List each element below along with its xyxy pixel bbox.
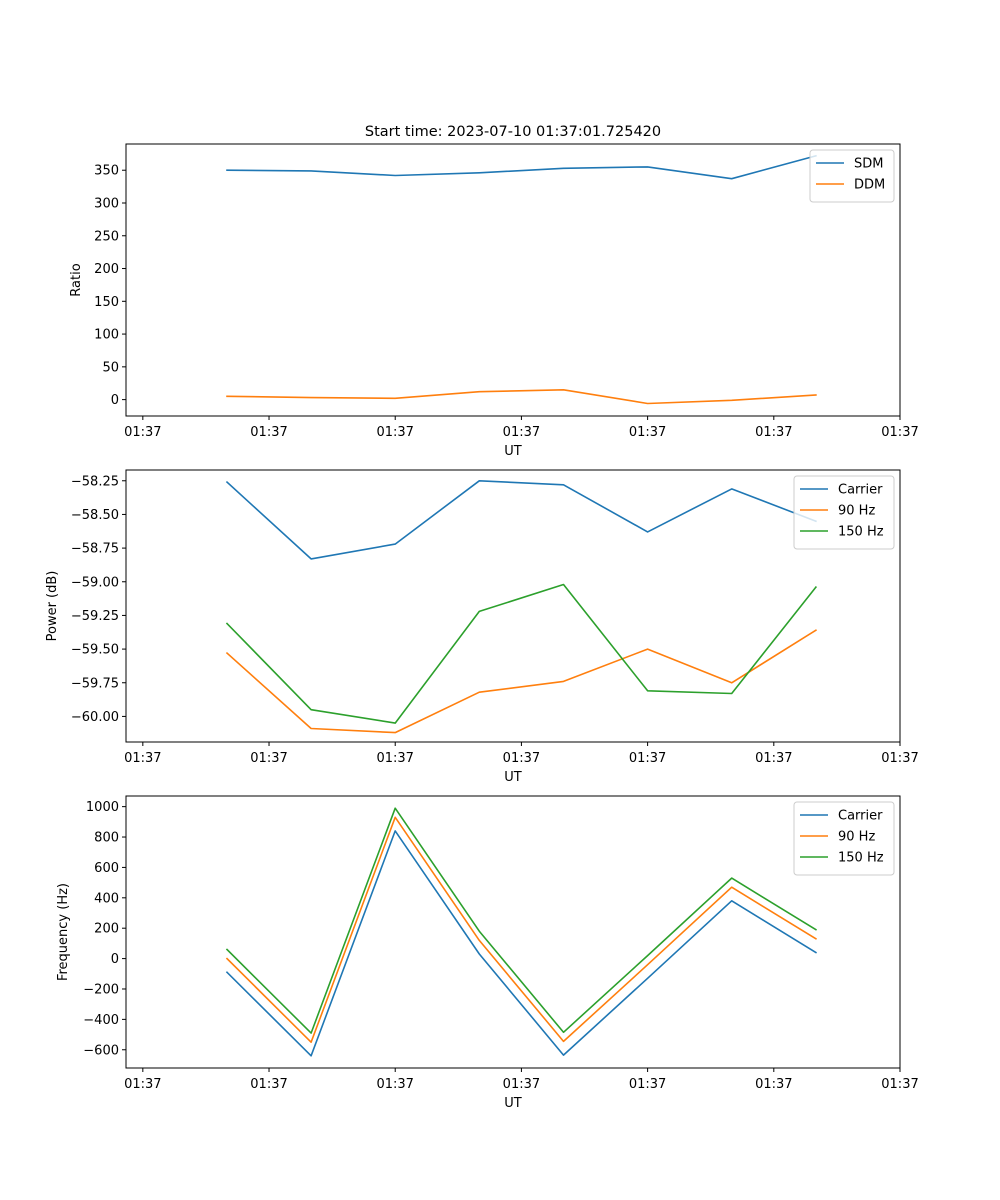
legend: Carrier 90 Hz 150 Hz (793, 801, 895, 876)
series-line-carrier (225, 479, 817, 560)
legend-label: Carrier (838, 809, 883, 824)
legend: SDM DDM (809, 149, 895, 203)
y-tick-label: −600 (83, 1043, 119, 1058)
x-tick-label: 01:37 (503, 425, 540, 440)
chart-panel-3: 01:37 01:37 01:37 01:37 01:37 01:37 01:37 −600 −… (56, 795, 919, 1111)
y-tick-label: 250 (94, 229, 119, 244)
x-tick-label: 01:37 (376, 425, 413, 440)
axes-frame (125, 469, 901, 743)
x-tick-label: 01:37 (755, 1077, 792, 1092)
y-tick-label: −58.75 (71, 542, 119, 557)
y-tick-label: −58.25 (71, 474, 119, 489)
legend-label: SDM (854, 157, 883, 172)
axes-frame (125, 143, 901, 417)
chart-title: Start time: 2023-07-10 01:37:01.725420 (365, 124, 661, 140)
legend: Carrier 90 Hz 150 Hz (793, 475, 895, 550)
x-tick-label: 01:37 (124, 1077, 161, 1092)
y-tick-label: −59.50 (71, 643, 119, 658)
x-tick-label: 01:37 (629, 425, 666, 440)
series-line-150-hz (225, 807, 818, 1034)
x-tick-label: 01:37 (250, 1077, 287, 1092)
series-line-ddm (226, 388, 817, 405)
x-tick-label: 01:37 (250, 425, 287, 440)
x-tick-label: 01:37 (881, 1077, 918, 1092)
y-tick-label: 300 (94, 196, 119, 211)
y-tick-label: 400 (94, 891, 119, 906)
x-tick-label: 01:37 (376, 751, 413, 766)
x-tick-label: 01:37 (503, 1077, 540, 1092)
y-tick-label: −59.75 (71, 676, 119, 691)
y-tick-label: 600 (94, 861, 119, 876)
y-tick-label: 1000 (86, 800, 119, 815)
x-tick-label: 01:37 (250, 751, 287, 766)
y-tick-label: −400 (83, 1013, 119, 1028)
series-line-sdm (226, 154, 817, 180)
x-tick-label: 01:37 (629, 751, 666, 766)
y-tick-label: −58.50 (71, 508, 119, 523)
y-tick-label: 200 (94, 922, 119, 937)
y-tick-label: 100 (94, 328, 119, 343)
chart-panel-2: 01:37 01:37 01:37 01:37 01:37 01:37 01:37 −60.0… (45, 469, 919, 785)
x-axis-label: UT (504, 1096, 522, 1111)
axes-frame (125, 795, 901, 1069)
series-line-carrier (225, 830, 818, 1057)
y-axis-label: Ratio (69, 263, 84, 296)
x-tick-label: 01:37 (376, 1077, 413, 1092)
x-tick-label: 01:37 (503, 751, 540, 766)
y-tick-label: 350 (94, 164, 119, 179)
y-tick-label: 50 (102, 360, 119, 375)
x-tick-label: 01:37 (881, 751, 918, 766)
legend-label: DDM (854, 178, 885, 193)
y-axis-label: Frequency (Hz) (56, 883, 71, 981)
x-tick-label: 01:37 (881, 425, 918, 440)
x-axis-label: UT (504, 444, 522, 459)
y-tick-label: 200 (94, 262, 119, 277)
y-tick-label: 0 (111, 393, 119, 408)
y-tick-label: 0 (111, 952, 119, 967)
series-line-150-hz (225, 583, 818, 724)
legend-label: 90 Hz (838, 830, 875, 845)
x-axis-label: UT (504, 770, 522, 785)
legend-label: 90 Hz (838, 504, 875, 519)
legend-label: 150 Hz (838, 851, 884, 866)
y-tick-label: −60.00 (71, 710, 119, 725)
y-axis-label: Power (dB) (45, 571, 60, 642)
x-tick-label: 01:37 (755, 751, 792, 766)
x-tick-label: 01:37 (124, 425, 161, 440)
legend-label: 150 Hz (838, 525, 884, 540)
y-tick-label: −200 (83, 982, 119, 997)
series-line-90-hz (225, 629, 818, 734)
legend-label: Carrier (838, 483, 883, 498)
x-tick-label: 01:37 (755, 425, 792, 440)
chart-panel-1: Start time: 2023-07-10 01:37:01.72542001… (69, 124, 919, 459)
y-tick-label: 150 (94, 295, 119, 310)
y-tick-label: −59.00 (71, 575, 119, 590)
y-tick-label: −59.25 (71, 609, 119, 624)
series-line-90-hz (225, 816, 818, 1043)
x-tick-label: 01:37 (124, 751, 161, 766)
x-tick-label: 01:37 (629, 1077, 666, 1092)
y-tick-label: 800 (94, 831, 119, 846)
